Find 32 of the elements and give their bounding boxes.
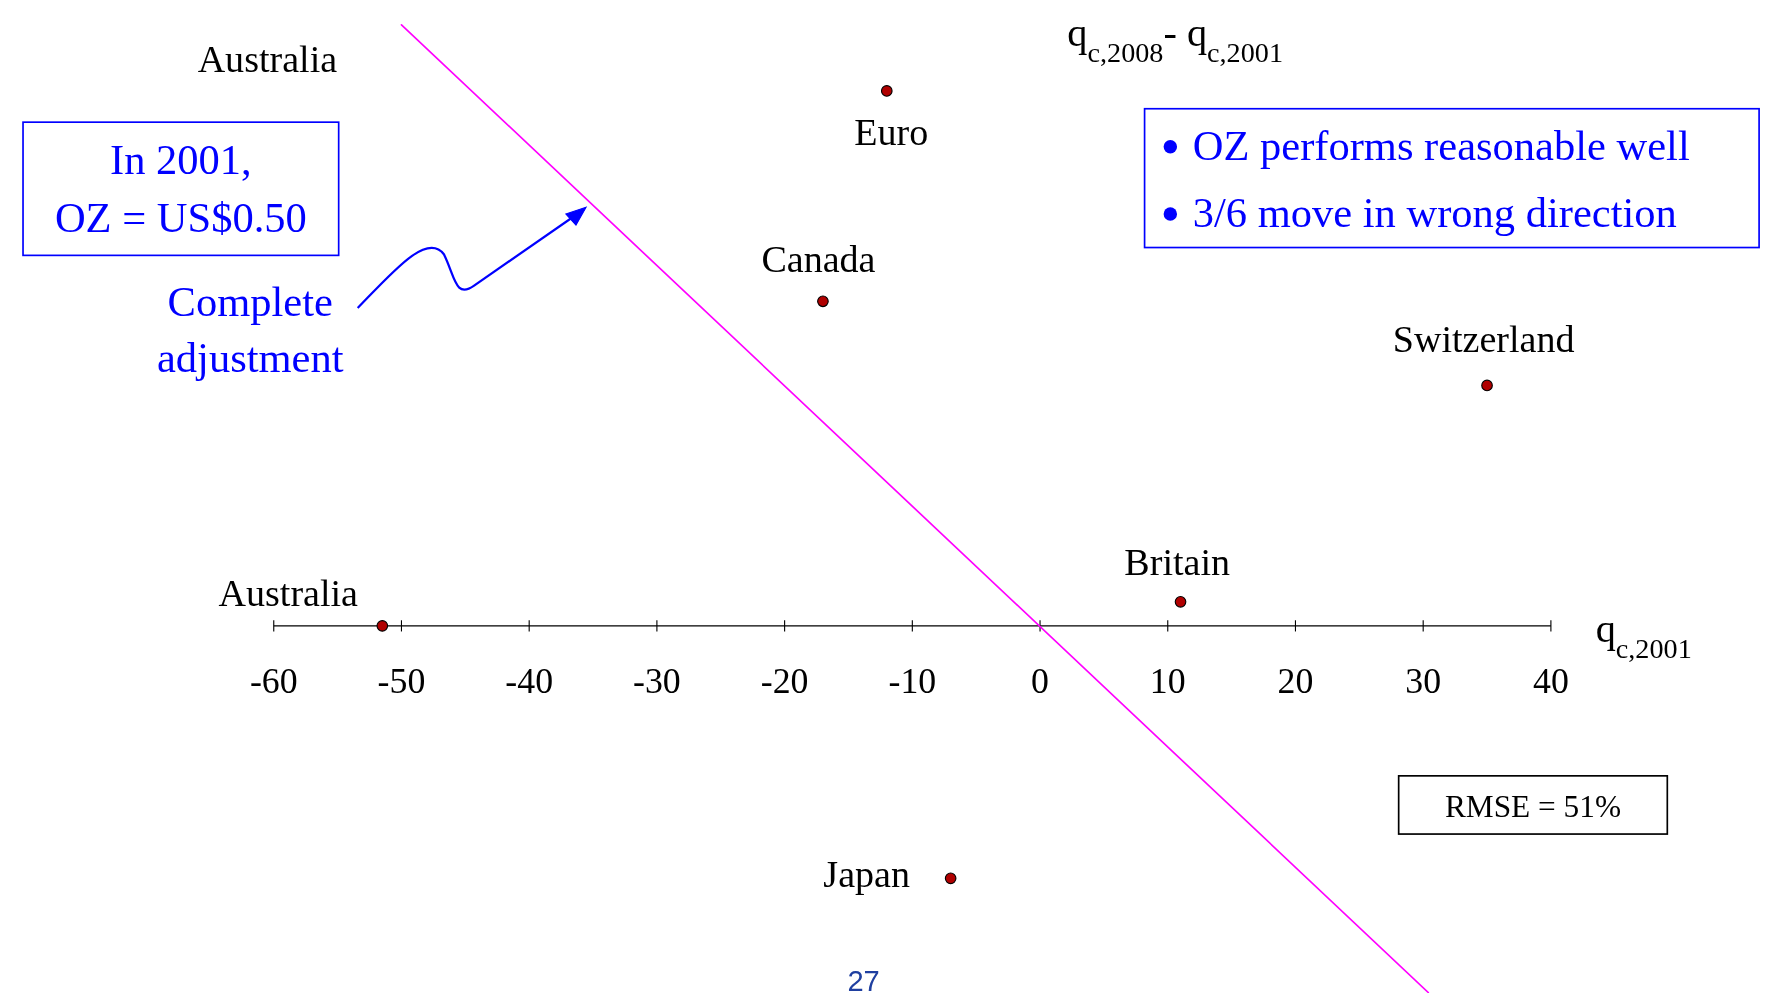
x-tick-label: 30 [1405,661,1442,702]
annotation: OZ performs reasonable well [1192,122,1690,170]
annotation: Euro [854,110,929,153]
annotation: Britain [1124,540,1230,583]
point [944,872,957,885]
point [376,620,389,632]
point [1174,595,1187,608]
annotation: In 2001, OZ = US$0.50 [54,135,307,241]
x-tick-label: -30 [633,661,681,702]
point [1481,379,1493,392]
x-tick-label: -50 [377,661,426,702]
annotation: Japan [823,853,911,896]
x-tick-label: 10 [1149,661,1186,702]
annotation: 27 [847,964,880,997]
annotation: Australia [218,571,359,614]
y-axis-title: q$_{c,2008}$- q$_{c,2001}$ [1067,10,1283,68]
x-tick-label: -60 [249,661,298,702]
annotation: 3/6 move in wrong direction [1192,189,1677,237]
x-axis-title: q$_{c,2001}$ [1595,605,1692,664]
x-tick-label: -40 [505,661,554,702]
annotation: RMSE = 51% [1444,789,1622,825]
chart-title: Australia [197,37,338,80]
x-tick-label: 0 [1031,661,1049,702]
x-tick-label: -10 [888,661,937,702]
x-tick-label: 40 [1533,661,1569,702]
x-tick-label: 20 [1277,661,1314,702]
x-tick-label: -20 [760,661,809,702]
point [880,85,893,97]
annotation: Complete adjustment [156,277,344,381]
annotation: Canada [761,238,876,281]
annotation: Switzerland [1392,317,1575,360]
point [817,295,829,308]
